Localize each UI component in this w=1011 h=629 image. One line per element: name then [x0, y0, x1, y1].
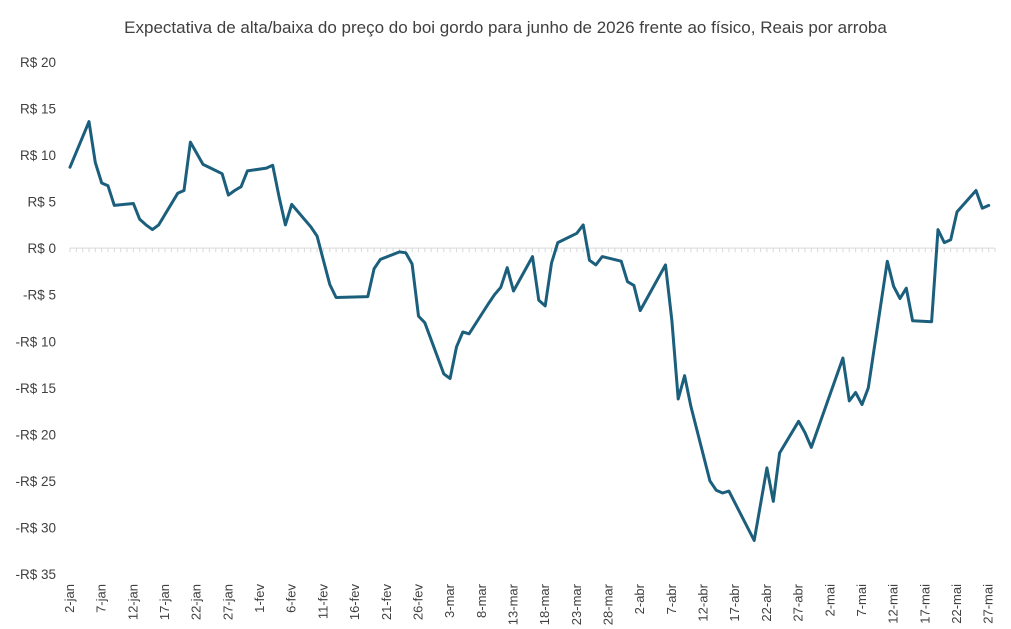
y-tick-label: R$ 0 — [27, 241, 56, 256]
x-tick-label: 13-mar — [505, 583, 520, 625]
x-tick-label: 28-mar — [601, 583, 616, 625]
y-tick-label: R$ 5 — [27, 195, 56, 210]
x-tick-label: 3-mar — [442, 583, 457, 618]
y-tick-label: -R$ 15 — [15, 381, 56, 396]
y-axis-ticks: R$ 20 R$ 15 R$ 10 R$ 5 R$ 0 -R$ 5 -R$ 10 -R$ 15… — [15, 55, 56, 582]
x-tick-label: 8-mar — [474, 583, 489, 618]
x-tick-label: 17-jan — [157, 584, 172, 620]
x-tick-label: 12-abr — [696, 583, 711, 621]
x-tick-label: 27-abr — [791, 583, 806, 621]
y-tick-label: -R$ 35 — [15, 567, 56, 582]
x-tick-label: 27-jan — [220, 584, 235, 620]
series-layer — [68, 120, 991, 542]
x-tick-label: 11-fev — [315, 584, 330, 620]
y-tick-label: R$ 15 — [20, 102, 56, 117]
x-tick-label: 7-abr — [664, 583, 679, 614]
x-tick-label: 23-mar — [569, 583, 584, 625]
x-tick-label: 2-abr — [632, 583, 647, 614]
x-tick-label: 26-fev — [410, 584, 425, 621]
x-tick-label: 6-fev — [284, 584, 299, 613]
x-tick-label: 7-jan — [94, 584, 109, 613]
x-tick-label: 12-mai — [886, 584, 901, 624]
x-tick-label: 12-jan — [125, 584, 140, 620]
x-tick-label: 1-fev — [252, 584, 267, 613]
x-axis-ticks: 2-jan 7-jan 12-jan 17-jan 22-jan 27-jan 1-fev 6… — [62, 583, 996, 625]
y-tick-label: -R$ 30 — [15, 520, 56, 535]
series-line — [68, 120, 991, 542]
x-tick-label: 22-mai — [949, 584, 964, 624]
x-tick-label: 7-mai — [854, 584, 869, 617]
x-tick-label: 21-fev — [379, 584, 394, 621]
y-tick-label: -R$ 5 — [23, 288, 56, 303]
y-tick-label: R$ 20 — [20, 55, 56, 70]
x-tick-label: 2-jan — [62, 584, 77, 613]
x-tick-label: 17-mai — [917, 584, 932, 624]
x-tick-label: 17-abr — [727, 583, 742, 621]
x-tick-label: 16-fev — [347, 584, 362, 621]
x-tick-label: 18-mar — [537, 583, 552, 625]
x-axis — [69, 247, 996, 253]
x-tick-label: 22-jan — [189, 584, 204, 620]
x-tick-label: 2-mai — [822, 584, 837, 617]
y-tick-label: -R$ 25 — [15, 474, 56, 489]
y-tick-label: -R$ 20 — [15, 427, 56, 442]
x-tick-label: 22-abr — [759, 583, 774, 621]
x-tick-label: 27-mai — [981, 584, 996, 624]
y-tick-label: -R$ 10 — [15, 334, 56, 349]
y-tick-label: R$ 10 — [20, 148, 56, 163]
chart-title: Expectativa de alta/baixa do preço do bo… — [124, 18, 887, 37]
